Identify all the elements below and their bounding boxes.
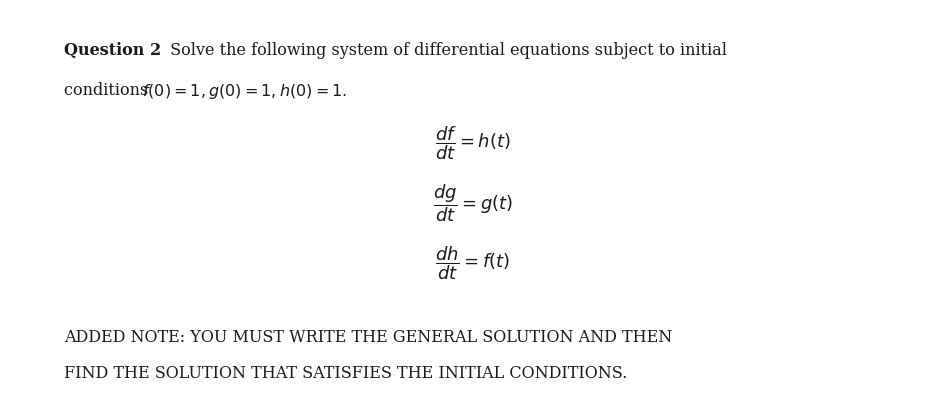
Text: $\dfrac{dg}{dt} = g(t)$: $\dfrac{dg}{dt} = g(t)$ (433, 183, 513, 224)
Text: ADDED NOTE: YOU MUST WRITE THE GENERAL SOLUTION AND THEN: ADDED NOTE: YOU MUST WRITE THE GENERAL S… (64, 329, 673, 346)
Text: $\dfrac{df}{dt} = h(t)$: $\dfrac{df}{dt} = h(t)$ (435, 125, 511, 162)
Text: $\dfrac{dh}{dt} = f(t)$: $\dfrac{dh}{dt} = f(t)$ (435, 245, 511, 282)
Text: Solve the following system of differential equations subject to initial: Solve the following system of differenti… (165, 42, 727, 59)
Text: $f(0) = 1, g(0) = 1, h(0) = 1.$: $f(0) = 1, g(0) = 1, h(0) = 1.$ (142, 82, 347, 101)
Text: Question 2: Question 2 (64, 42, 162, 59)
Text: FIND THE SOLUTION THAT SATISFIES THE INITIAL CONDITIONS.: FIND THE SOLUTION THAT SATISFIES THE INI… (64, 365, 627, 382)
Text: conditions: conditions (64, 82, 153, 99)
